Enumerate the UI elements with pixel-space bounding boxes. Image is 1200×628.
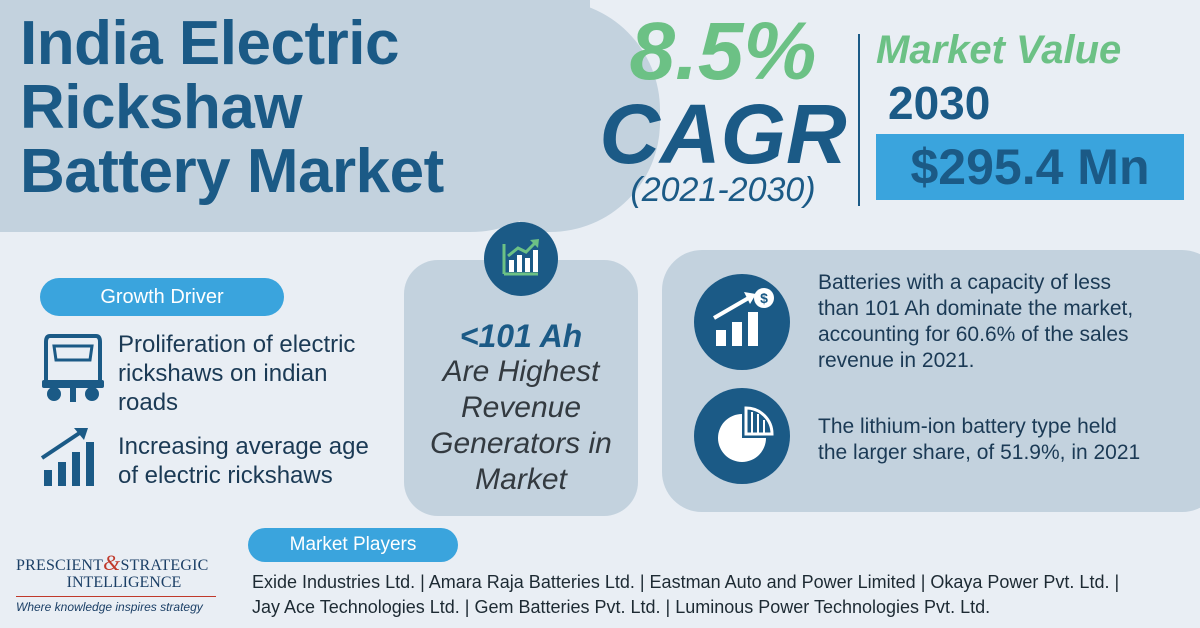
cagr-percent: 8.5% [629, 6, 817, 97]
market-value-year: 2030 [888, 77, 991, 129]
insight-2-line-2: the larger share, of 51.9%, in 2021 [818, 441, 1141, 464]
growth-driver-heading: Growth Driver [40, 278, 284, 316]
market-players-list: Exide Industries Ltd. | Amara Raja Batte… [252, 570, 1198, 620]
highlight-line-1: Are Highest [442, 355, 600, 388]
page-title: India Electric Rickshaw Battery Market [20, 12, 600, 204]
highlight-card [404, 260, 638, 516]
vertical-divider [858, 34, 860, 206]
insight-1: Batteries with a capacity of less than 1… [818, 270, 1188, 374]
growth-driver-item-2-line-2: of electric rickshaws [118, 462, 333, 489]
logo-ampersand: & [103, 550, 121, 575]
insight-1-line-1: Batteries with a capacity of less [818, 271, 1111, 294]
svg-text:$: $ [760, 290, 768, 306]
logo-tagline: Where knowledge inspires strategy [16, 600, 203, 614]
insight-1-line-3: accounting for 60.6% of the sales [818, 323, 1129, 346]
logo-word-strategic: STRATEGIC [120, 557, 209, 574]
cagr-period: (2021-2030) [630, 171, 816, 209]
cagr-label: CAGR [599, 87, 847, 181]
market-players-heading: Market Players [248, 528, 458, 562]
highlight-text: Are Highest Revenue Generators in Market [404, 354, 638, 498]
logo-divider [16, 596, 216, 597]
growth-chart-icon [484, 222, 558, 296]
growth-driver-item-2: Increasing average age of electric ricks… [118, 432, 388, 490]
title-line-1: India Electric [20, 9, 399, 78]
growth-driver-item-1: Proliferation of electric rickshaws on i… [118, 330, 388, 417]
company-logo: PRESCIENT&STRATEGIC [16, 552, 232, 575]
market-value-label: Market Value [876, 28, 1122, 72]
auto-rickshaw-icon [40, 330, 106, 406]
insight-1-line-2: than 101 Ah dominate the market, [818, 297, 1134, 320]
market-players-line-1: Exide Industries Ltd. | Amara Raja Batte… [252, 572, 1120, 592]
growth-bars-icon [40, 426, 106, 488]
pie-chart-icon [694, 388, 790, 484]
growth-driver-item-1-line-1: Proliferation of electric [118, 331, 356, 358]
title-line-3: Battery Market [20, 137, 444, 206]
insight-1-line-4: revenue in 2021. [818, 349, 975, 372]
highlight-line-2: Revenue [460, 391, 582, 424]
market-value-amount: $295.4 Mn [910, 139, 1150, 195]
highlight-line-3: Generators in [430, 427, 612, 460]
revenue-growth-icon: $ [694, 274, 790, 370]
growth-driver-item-1-line-3: roads [118, 389, 179, 416]
market-players-line-2: Jay Ace Technologies Ltd. | Gem Batterie… [252, 597, 991, 617]
insight-2-line-1: The lithium-ion battery type held [818, 415, 1117, 438]
insight-2: The lithium-ion battery type held the la… [818, 414, 1188, 466]
growth-driver-item-1-line-2: rickshaws on indian [118, 360, 328, 387]
logo-word-prescient: PRESCIENT [16, 557, 104, 574]
highlight-line-4: Market [475, 463, 567, 496]
market-value-box [876, 134, 1184, 200]
logo-word-intelligence: INTELLIGENCE [66, 574, 182, 591]
growth-driver-item-2-line-1: Increasing average age [118, 433, 369, 460]
title-line-2: Rickshaw [20, 73, 303, 142]
highlight-capacity: <101 Ah [459, 318, 583, 354]
